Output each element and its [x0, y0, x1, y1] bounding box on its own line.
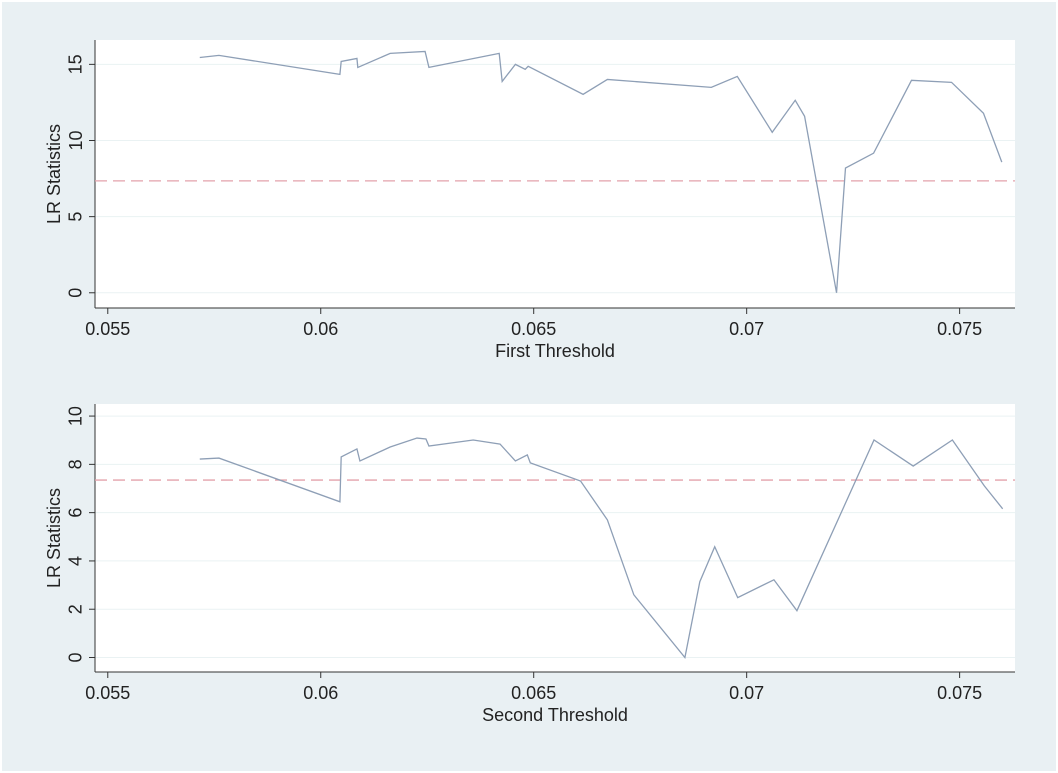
y-tick-label: 0: [66, 288, 86, 298]
x-tick-label: 0.055: [85, 319, 130, 339]
x-tick-label: 0.065: [511, 683, 556, 703]
y-tick-label: 0: [66, 653, 86, 663]
y-axis-title: LR Statistics: [44, 124, 64, 224]
plot-area: [95, 404, 1015, 672]
x-tick-label: 0.07: [729, 683, 764, 703]
x-tick-label: 0.065: [511, 319, 556, 339]
y-tick-label: 8: [66, 459, 86, 469]
y-tick-label: 2: [66, 604, 86, 614]
y-tick-label: 10: [66, 406, 86, 426]
y-tick-label: 4: [66, 556, 86, 566]
x-tick-label: 0.07: [729, 319, 764, 339]
y-tick-label: 15: [66, 54, 86, 74]
y-tick-label: 10: [66, 130, 86, 150]
x-tick-label: 0.075: [937, 683, 982, 703]
plot-area: [95, 40, 1015, 308]
y-tick-label: 6: [66, 508, 86, 518]
y-axis-title: LR Statistics: [44, 488, 64, 588]
x-axis-title: First Threshold: [495, 341, 615, 361]
data-line: [199, 50, 1003, 293]
y-tick-label: 5: [66, 212, 86, 222]
data-line: [199, 437, 1004, 659]
x-axis-title: Second Threshold: [482, 705, 628, 725]
x-tick-label: 0.06: [303, 683, 338, 703]
x-tick-label: 0.055: [85, 683, 130, 703]
x-tick-label: 0.075: [937, 319, 982, 339]
x-tick-label: 0.06: [303, 319, 338, 339]
